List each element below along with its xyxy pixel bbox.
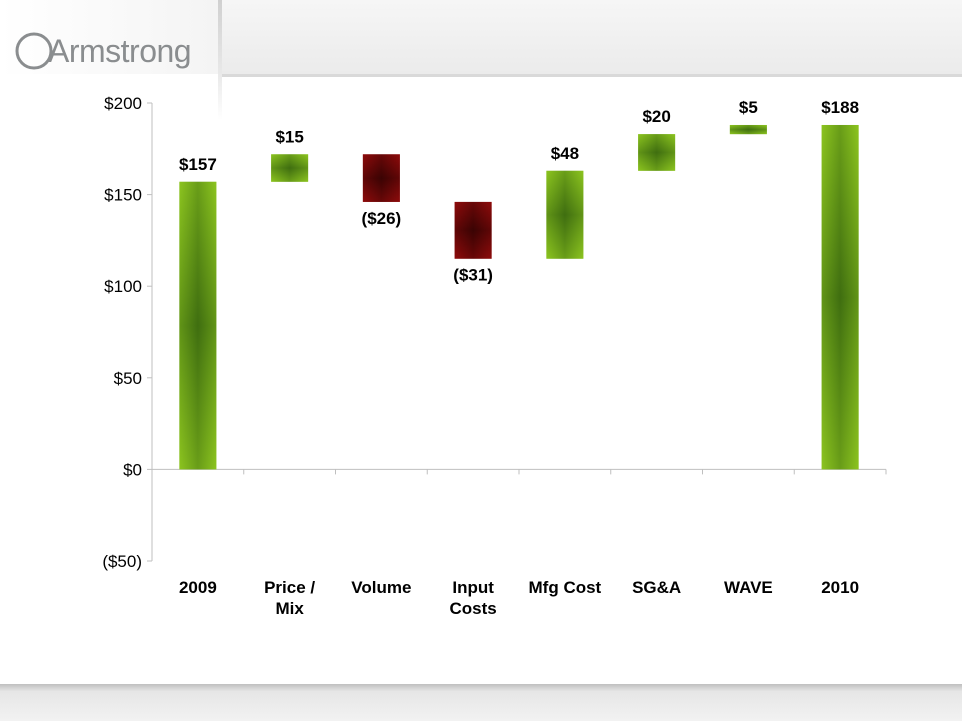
x-category-label: Volume — [351, 578, 411, 597]
footer-band — [0, 684, 962, 721]
chart-bars — [179, 124, 859, 470]
data-label: $48 — [551, 144, 579, 163]
x-category-label: 2009 — [179, 578, 217, 597]
header-band — [222, 0, 962, 77]
header-divider — [218, 0, 222, 120]
waterfall-bar — [271, 154, 309, 182]
y-tick-label: $200 — [104, 94, 142, 113]
x-category-label: SG&A — [632, 578, 681, 597]
data-label: $5 — [739, 98, 758, 117]
y-tick-label: $150 — [104, 186, 142, 205]
waterfall-bar — [638, 134, 676, 171]
data-label: ($31) — [453, 266, 493, 285]
data-label: $188 — [821, 98, 859, 117]
y-tick-label: $50 — [114, 369, 142, 388]
brand-logo: Armstrong — [14, 28, 192, 74]
data-label: ($26) — [362, 209, 402, 228]
y-tick-label: ($50) — [102, 552, 142, 571]
y-tick-label: $100 — [104, 277, 142, 296]
data-label: $15 — [275, 127, 303, 146]
y-tick-label: $0 — [123, 460, 142, 479]
chart-axes: $200 $150 $100 $50 $0 ($50) — [102, 94, 887, 571]
x-category-label: Price / Mix — [264, 578, 315, 618]
header-left-panel — [0, 0, 218, 74]
logo-ring-icon — [15, 32, 53, 70]
x-category-label: Mfg Cost — [529, 578, 602, 597]
data-label: $20 — [642, 107, 670, 126]
x-category-label: Input Costs — [450, 578, 497, 618]
waterfall-bar — [362, 154, 400, 202]
data-label: $157 — [179, 155, 217, 174]
waterfall-chart: $200 $150 $100 $50 $0 ($50) 2009 Price / Mix Vol… — [102, 94, 887, 618]
waterfall-bar — [821, 124, 859, 470]
waterfall-bar — [546, 170, 584, 259]
brand-name: Armstrong — [48, 32, 192, 69]
waterfall-bar — [729, 124, 767, 135]
waterfall-bar — [454, 201, 492, 259]
waterfall-bar — [179, 181, 217, 470]
chart-labels: 2009 Price / Mix Volume Input Costs Mfg Cost SG… — [179, 98, 859, 618]
x-category-label: WAVE — [724, 578, 773, 597]
x-category-label: 2010 — [821, 578, 859, 597]
